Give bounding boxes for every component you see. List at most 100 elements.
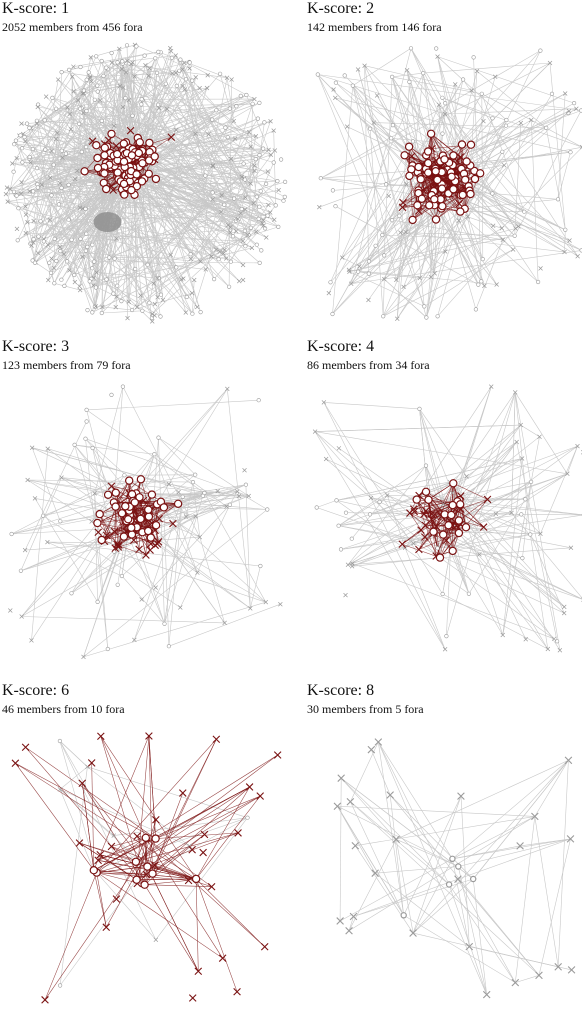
peripheral-circle-node bbox=[23, 135, 27, 139]
peripheral-circle-node bbox=[72, 273, 76, 277]
gray-edge bbox=[452, 760, 568, 859]
peripheral-circle-node bbox=[54, 107, 58, 111]
circle-node bbox=[145, 506, 152, 513]
peripheral-circle-node bbox=[367, 260, 371, 264]
peripheral-circle-node bbox=[79, 65, 83, 69]
circle-node bbox=[432, 168, 439, 175]
red-edge bbox=[196, 787, 250, 879]
peripheral-circle-node bbox=[51, 96, 55, 100]
circle-node bbox=[108, 130, 115, 137]
peripheral-circle-node bbox=[191, 480, 195, 484]
peripheral-circle-node bbox=[159, 293, 163, 297]
circle-node bbox=[436, 554, 443, 561]
peripheral-circle-node bbox=[191, 312, 195, 316]
x-node bbox=[152, 816, 159, 823]
gray-edge bbox=[315, 425, 521, 432]
circle-node bbox=[432, 216, 439, 223]
peripheral-circle-node bbox=[60, 186, 64, 190]
peripheral-circle-node bbox=[70, 592, 74, 596]
peripheral-circle-node bbox=[529, 533, 533, 537]
panel-k4: K-score: 4 86 members from 34 fora bbox=[305, 338, 582, 671]
peripheral-circle-node bbox=[260, 249, 264, 253]
peripheral-circle-node bbox=[175, 266, 179, 270]
peripheral-circle-node bbox=[277, 225, 281, 229]
peripheral-circle-node bbox=[472, 56, 476, 60]
peripheral-circle-node bbox=[334, 204, 338, 208]
x-node bbox=[375, 739, 382, 746]
peripheral-x-node bbox=[402, 285, 406, 289]
red-edge bbox=[145, 838, 146, 885]
peripheral-x-node bbox=[154, 586, 158, 590]
x-node bbox=[410, 930, 417, 937]
peripheral-circle-node bbox=[389, 137, 393, 141]
gray-edge bbox=[502, 147, 582, 228]
peripheral-circle-node bbox=[64, 152, 68, 156]
peripheral-circle-node bbox=[37, 235, 41, 239]
peripheral-circle-node bbox=[315, 506, 319, 510]
panel-k2: K-score: 2 142 members from 146 fora bbox=[305, 0, 582, 333]
panel-subtitle: 46 members from 10 fora bbox=[2, 702, 125, 716]
peripheral-x-node bbox=[333, 96, 337, 100]
peripheral-circle-node bbox=[434, 47, 438, 51]
peripheral-circle-node bbox=[539, 49, 543, 53]
peripheral-x-node bbox=[237, 279, 241, 283]
peripheral-x-node bbox=[337, 446, 341, 450]
peripheral-circle-node bbox=[77, 122, 81, 126]
peripheral-circle-node bbox=[480, 92, 484, 96]
peripheral-x-node bbox=[511, 248, 515, 252]
gray-edge bbox=[517, 442, 558, 641]
peripheral-circle-node bbox=[258, 261, 262, 265]
peripheral-x-node bbox=[344, 593, 348, 597]
panel-subtitle: 86 members from 34 fora bbox=[307, 358, 430, 372]
gray-edge bbox=[200, 537, 225, 623]
peripheral-circle-node bbox=[60, 70, 64, 74]
peripheral-circle-node bbox=[550, 92, 554, 96]
gray-edge bbox=[565, 230, 566, 252]
gray-edge bbox=[250, 566, 260, 608]
gray-edge bbox=[28, 480, 193, 482]
gray-edge bbox=[237, 492, 267, 510]
circle-node bbox=[145, 527, 152, 534]
gray-edge bbox=[378, 742, 452, 859]
x-node bbox=[257, 793, 264, 800]
peripheral-circle-node bbox=[390, 218, 394, 222]
circle-node bbox=[455, 529, 462, 536]
peripheral-circle-node bbox=[20, 146, 24, 150]
peripheral-circle-node bbox=[178, 69, 182, 73]
gray-edge bbox=[374, 123, 424, 169]
peripheral-circle-node bbox=[12, 170, 16, 174]
peripheral-circle-node bbox=[242, 162, 246, 166]
peripheral-x-node bbox=[143, 63, 147, 67]
peripheral-circle-node bbox=[491, 192, 495, 196]
peripheral-x-node bbox=[489, 385, 493, 389]
peripheral-circle-node bbox=[85, 408, 89, 412]
peripheral-circle-node bbox=[79, 237, 83, 241]
peripheral-circle-node bbox=[167, 644, 171, 648]
peripheral-circle-node bbox=[226, 135, 230, 139]
x-node bbox=[147, 547, 154, 554]
panel-k1: K-score: 1 2052 members from 456 fora bbox=[0, 0, 291, 333]
peripheral-circle-node bbox=[94, 286, 98, 290]
circle-node bbox=[152, 175, 159, 182]
peripheral-circle-node bbox=[146, 263, 150, 267]
circle-node bbox=[462, 524, 469, 531]
peripheral-circle-node bbox=[42, 240, 46, 244]
peripheral-x-node bbox=[77, 284, 81, 288]
peripheral-circle-node bbox=[19, 134, 23, 138]
peripheral-circle-node bbox=[84, 207, 88, 211]
peripheral-circle-node bbox=[524, 497, 528, 501]
peripheral-circle-node bbox=[85, 232, 89, 236]
gray-edge bbox=[518, 226, 564, 252]
red-edge bbox=[196, 879, 265, 947]
panel-subtitle: 30 members from 5 fora bbox=[307, 702, 424, 716]
red-edge bbox=[97, 739, 217, 872]
gray-edge bbox=[114, 552, 266, 603]
peripheral-circle-node bbox=[33, 261, 37, 265]
peripheral-circle-node bbox=[179, 58, 183, 62]
red-edge bbox=[146, 755, 278, 838]
peripheral-x-node bbox=[356, 68, 360, 72]
peripheral-circle-node bbox=[283, 195, 287, 199]
peripheral-x-node bbox=[81, 655, 85, 659]
peripheral-circle-node bbox=[110, 51, 114, 55]
x-node bbox=[517, 842, 524, 849]
